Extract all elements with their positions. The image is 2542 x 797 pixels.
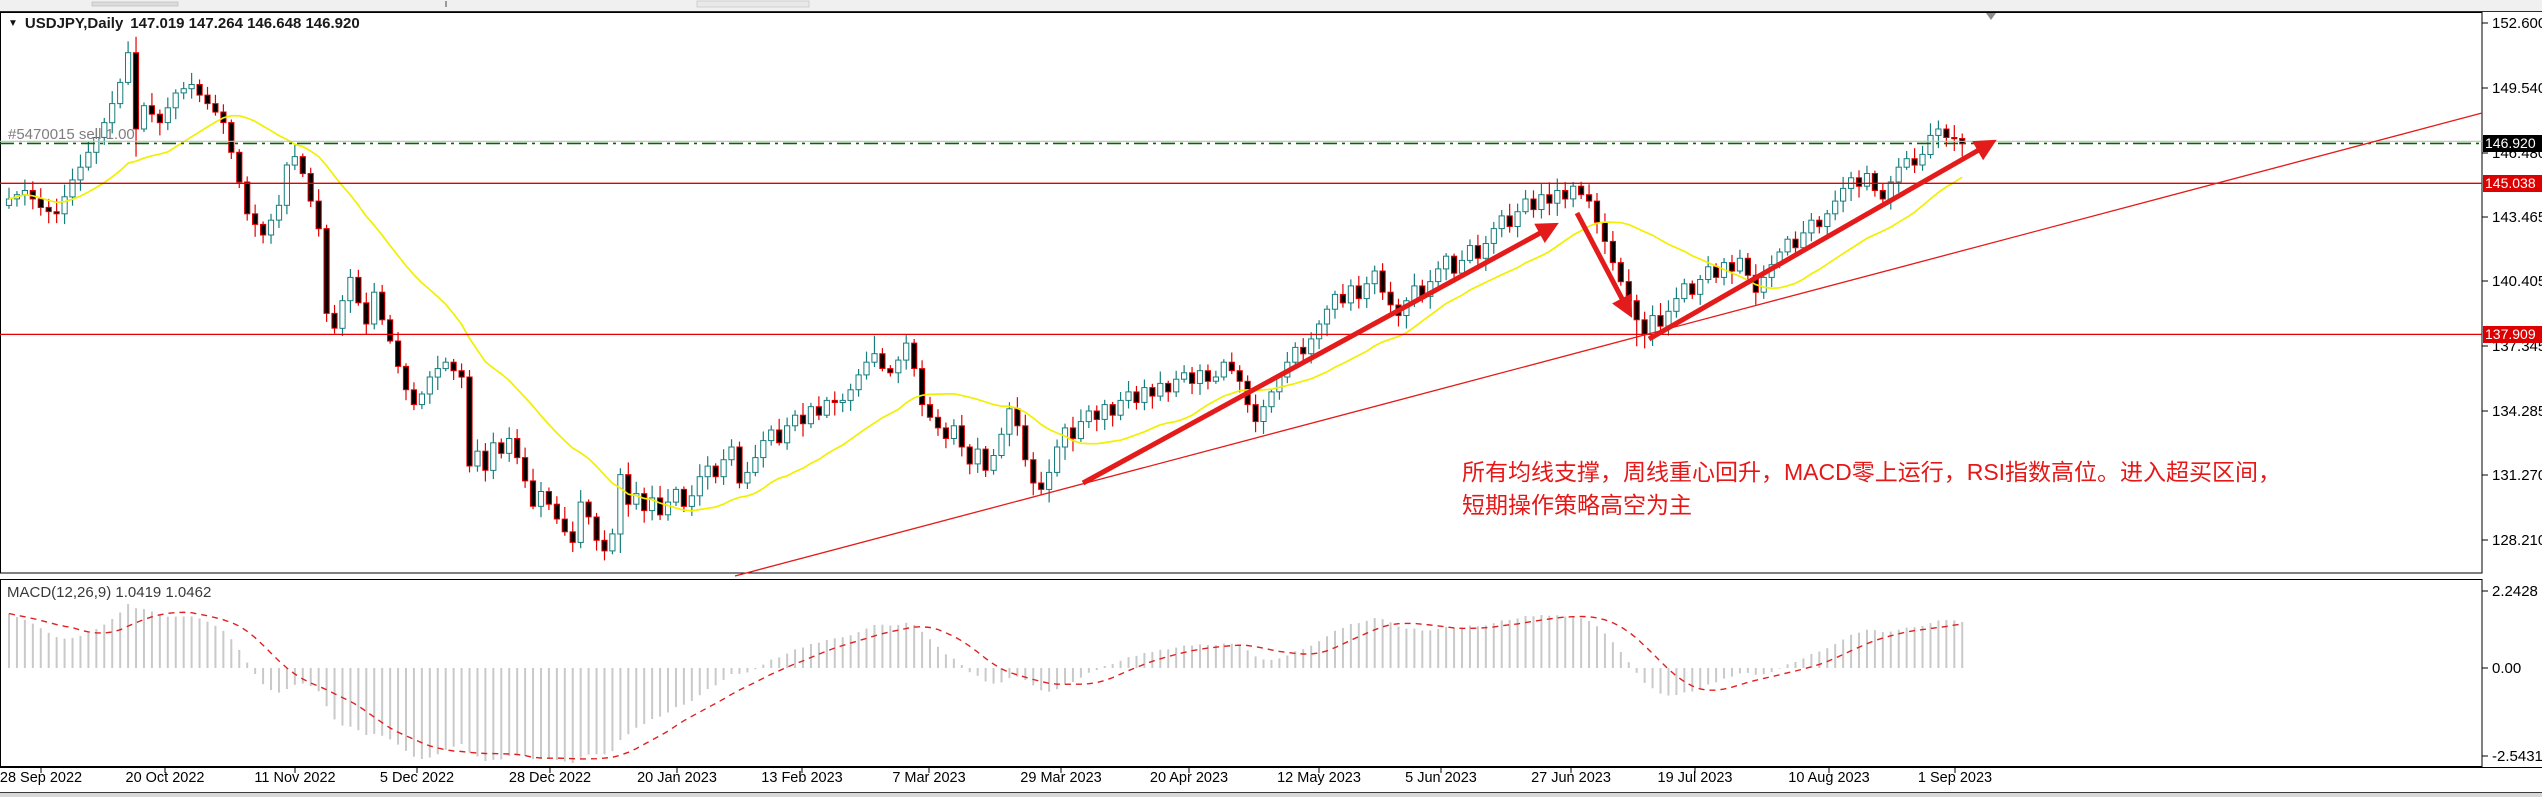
symbol-dropdown-icon: ▼ xyxy=(8,18,18,29)
moving-average-line xyxy=(8,114,1963,512)
date-tick-label: 10 Aug 2023 xyxy=(1788,770,1870,786)
date-tick-label: 5 Jun 2023 xyxy=(1405,770,1477,786)
macd-panel[interactable] xyxy=(0,579,2483,767)
candlestick-series xyxy=(5,36,1966,561)
statusbar-remnant xyxy=(0,793,2542,797)
date-tick-label: 1 Sep 2023 xyxy=(1917,770,1993,786)
annotation-line-2: 短期操作策略高空为主 xyxy=(1462,492,1692,518)
price-tick-label: 149.540 xyxy=(2492,80,2542,97)
macd-tick-label: -2.5431 xyxy=(2492,748,2542,765)
trend-drawings xyxy=(734,112,2483,577)
date-tick-label: 28 Dec 2022 xyxy=(508,770,592,786)
price-badge: 145.038 xyxy=(2483,174,2542,192)
price-badge: 137.909 xyxy=(2483,325,2542,343)
date-tick-label: 5 Dec 2022 xyxy=(379,770,455,786)
trendline xyxy=(734,112,2483,577)
price-tick-label: 140.405 xyxy=(2492,273,2542,290)
date-tick-label: 20 Oct 2022 xyxy=(125,770,205,786)
price-tick-label: 152.600 xyxy=(2492,15,2542,32)
trend-arrow xyxy=(1081,222,1559,486)
trend-arrow xyxy=(1647,139,1997,342)
symbol-timeframe-label: USDJPY,Daily xyxy=(24,15,124,32)
chart-title: ▼ USDJPY,Daily 147.019 147.264 146.648 1… xyxy=(8,15,360,32)
top-toolbar-remnant xyxy=(0,0,2542,11)
macd-tick-label: 0.00 xyxy=(2492,660,2522,677)
price-tick-label: 128.210 xyxy=(2492,532,2542,549)
macd-indicator-label: MACD(12,26,9) 1.0419 1.0462 xyxy=(7,584,212,601)
date-tick-label: 11 Nov 2022 xyxy=(254,770,336,786)
trend-arrow xyxy=(1574,211,1633,318)
annotation-line-1: 所有均线支撑，周线重心回升，MACD零上运行，RSI指数高位。进入超买区间， xyxy=(1462,459,2282,485)
ohlc-values-label: 147.019 147.264 146.648 146.920 xyxy=(130,15,360,32)
chart-shift-marker-icon[interactable] xyxy=(1986,13,1996,20)
date-tick-label: 7 Mar 2023 xyxy=(892,770,966,786)
macd-signal-line xyxy=(8,611,1963,760)
price-badge: 146.920 xyxy=(2483,134,2542,152)
analysis-annotation: 所有均线支撑，周线重心回升，MACD零上运行，RSI指数高位。进入超买区间， 短… xyxy=(1462,456,2281,522)
date-tick-label: 29 Mar 2023 xyxy=(1020,770,1102,786)
price-level-lines xyxy=(0,140,2482,336)
price-tick-label: 143.465 xyxy=(2492,209,2542,226)
date-tick-label: 28 Sep 2022 xyxy=(0,770,83,786)
macd-tick-label: 2.2428 xyxy=(2492,583,2538,600)
price-tick-label: 131.270 xyxy=(2492,467,2542,484)
axis-tick-marks xyxy=(40,22,2488,773)
date-tick-label: 19 Jul 2023 xyxy=(1657,770,1733,786)
main-chart-panel[interactable] xyxy=(0,12,2483,574)
open-position-label: #5470015 sell 1.00 xyxy=(8,126,135,143)
date-tick-label: 12 May 2023 xyxy=(1277,770,1361,786)
toolbar-remnant-mark xyxy=(91,1,179,7)
price-tick-label: 134.285 xyxy=(2492,403,2542,420)
date-tick-label: 20 Apr 2023 xyxy=(1149,770,1229,786)
date-tick-label: 20 Jan 2023 xyxy=(637,770,717,786)
date-tick-label: 27 Jun 2023 xyxy=(1531,770,1611,786)
toolbar-remnant-mark xyxy=(445,1,447,7)
toolbar-remnant-mark xyxy=(696,0,810,8)
date-tick-label: 13 Feb 2023 xyxy=(761,770,843,786)
